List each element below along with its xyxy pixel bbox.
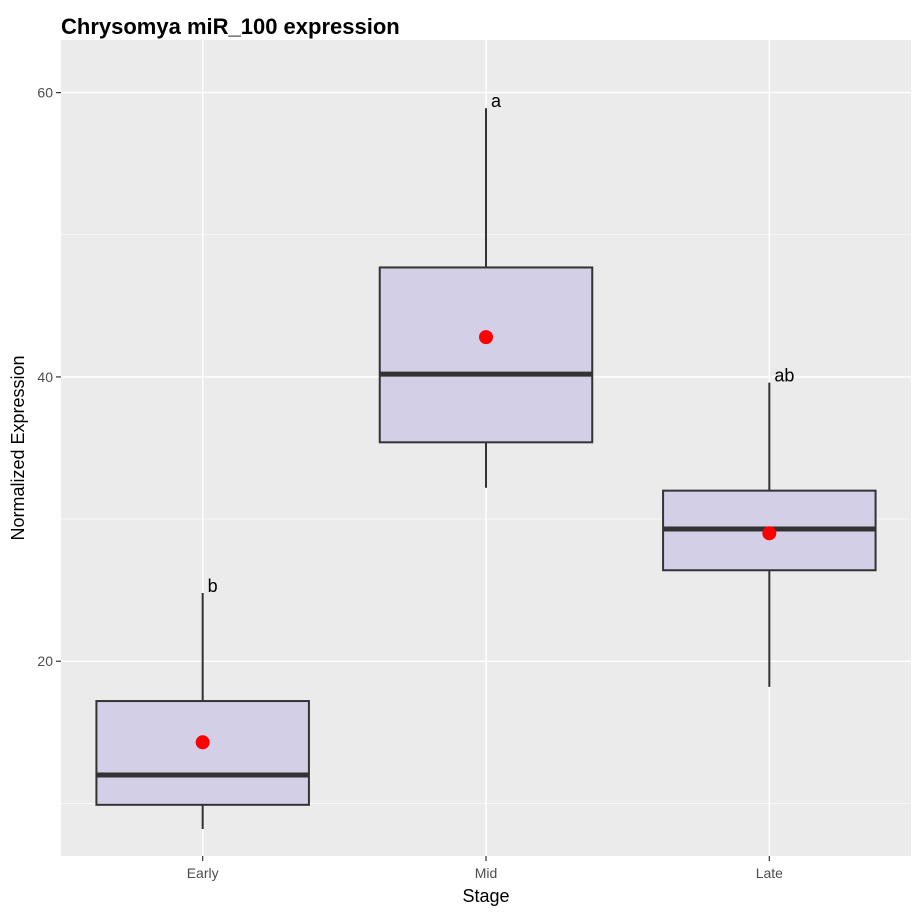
mean-point: [195, 735, 210, 750]
axes-group: 20 40 60 Early Mid Late: [37, 85, 783, 881]
significance-label: b: [208, 576, 218, 596]
box-iqr: [95, 700, 310, 806]
x-tick-label: Late: [756, 865, 783, 881]
significance-label: ab: [774, 366, 794, 386]
x-tick-label: Early: [187, 865, 219, 881]
significance-label: a: [491, 91, 502, 111]
y-axis-title: Normalized Expression: [8, 355, 28, 540]
y-tick-label: 20: [37, 653, 53, 669]
mean-point: [479, 330, 493, 345]
boxes-group: b a ab: [95, 91, 877, 829]
x-axis-title: Stage: [462, 886, 509, 906]
box-iqr: [378, 266, 594, 444]
x-tick-label: Mid: [475, 865, 498, 881]
chart-title: Chrysomya miR_100 expression: [61, 14, 400, 39]
y-tick-label: 40: [37, 369, 53, 385]
y-tick-label: 60: [37, 85, 53, 101]
mean-point: [762, 526, 777, 541]
